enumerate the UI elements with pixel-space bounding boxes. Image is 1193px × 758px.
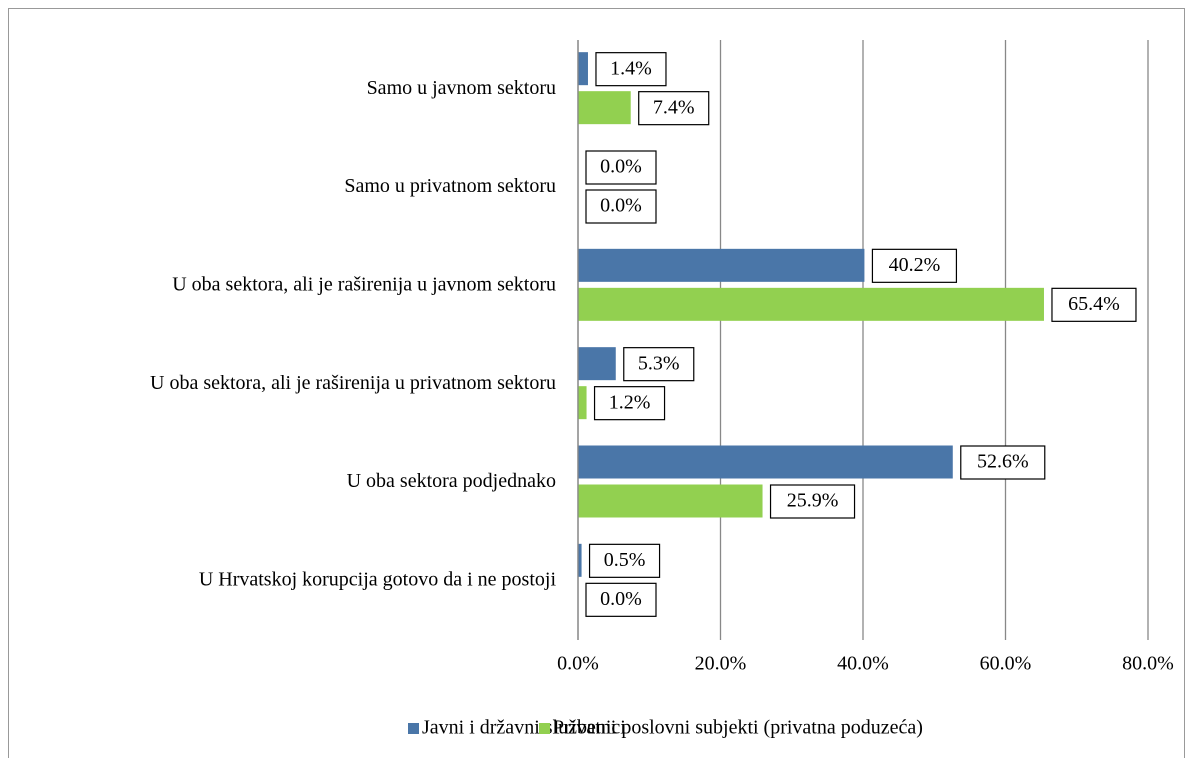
- value-label-box: [585, 189, 657, 224]
- y-tick-label: U Hrvatskoj korupcija gotovo da i ne pos…: [199, 568, 557, 590]
- value-label: 1.2%: [609, 391, 651, 413]
- legend-label: Javni i državni službenici: [422, 717, 626, 739]
- value-label: 65.4%: [1068, 293, 1120, 315]
- x-tick-label: 80.0%: [1122, 653, 1174, 675]
- value-label-box: [585, 150, 657, 185]
- value-label-box: [623, 347, 695, 382]
- x-tick-label: 60.0%: [980, 653, 1032, 675]
- x-tick-label: 20.0%: [695, 653, 747, 675]
- y-tick-label: U oba sektora, ali je raširenija u javno…: [172, 273, 556, 295]
- chart-frame: [8, 8, 1185, 758]
- value-label: 7.4%: [653, 96, 695, 118]
- value-label-box: [593, 386, 666, 421]
- value-label-box: [595, 52, 667, 87]
- bar: [578, 91, 631, 125]
- bar: [578, 248, 865, 282]
- y-tick-label: U oba sektora, ali je raširenija u priva…: [150, 372, 556, 394]
- y-tick-label: Samo u privatnom sektoru: [344, 175, 556, 197]
- bar: [578, 347, 616, 381]
- y-tick-label: Samo u javnom sektoru: [367, 77, 556, 99]
- legend-swatch: [408, 723, 419, 734]
- value-label: 0.0%: [600, 588, 642, 610]
- value-label: 0.5%: [604, 549, 646, 571]
- value-label: 25.9%: [787, 490, 839, 512]
- value-label-box: [638, 91, 710, 126]
- value-label: 5.3%: [638, 352, 680, 374]
- x-tick-label: 0.0%: [557, 653, 599, 675]
- value-label-box: [960, 445, 1046, 480]
- value-label-box: [871, 248, 958, 283]
- bar: [578, 445, 953, 479]
- value-label-box: [588, 543, 661, 578]
- value-label-box: [769, 484, 856, 519]
- value-label: 0.0%: [600, 156, 642, 178]
- value-label: 40.2%: [889, 254, 941, 276]
- bar: [578, 287, 1044, 321]
- value-label-box: [1051, 287, 1137, 322]
- x-tick-label: 40.0%: [837, 653, 889, 675]
- legend-label: Privatni poslovni subjekti (privatna pod…: [553, 717, 923, 739]
- value-label: 1.4%: [610, 57, 652, 79]
- value-label: 0.0%: [600, 195, 642, 217]
- value-label-box: [585, 582, 657, 617]
- bar: [578, 543, 582, 577]
- y-tick-label: U oba sektora podjednako: [347, 470, 556, 492]
- value-label: 52.6%: [977, 451, 1029, 473]
- bar: [578, 52, 588, 86]
- bar: [578, 484, 763, 518]
- bar: [578, 386, 587, 420]
- legend-swatch: [539, 723, 550, 734]
